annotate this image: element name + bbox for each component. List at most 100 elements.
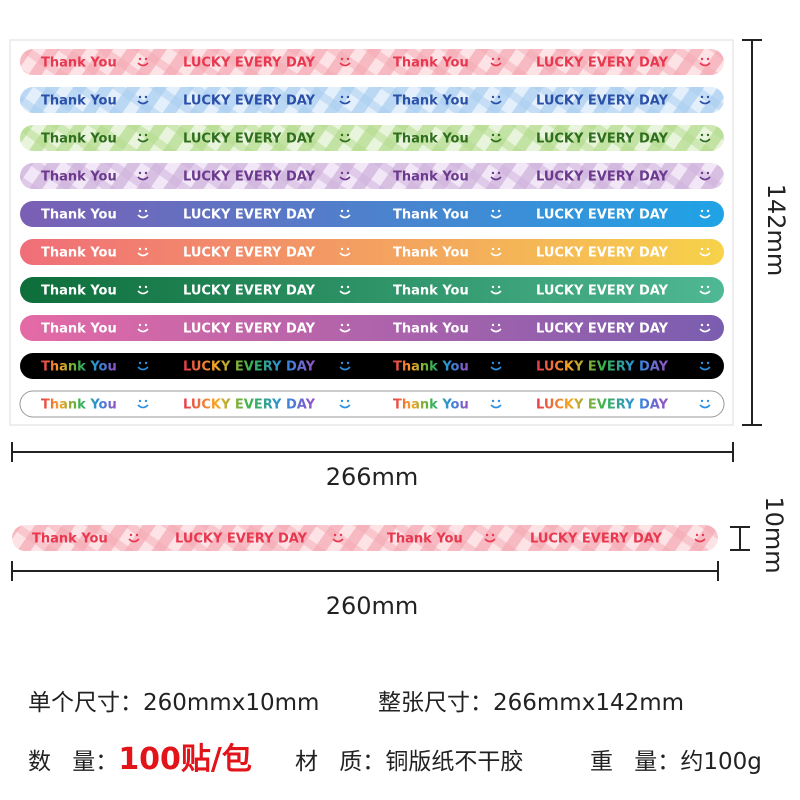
spec-label: 材 质： <box>295 749 386 775</box>
smiley-eye <box>491 95 495 99</box>
strip-height: 10mm <box>760 496 788 573</box>
smiley-eye <box>706 209 710 213</box>
smiley-eye <box>346 209 350 213</box>
strip-text: Thank You <box>41 208 117 223</box>
strip-text: Thank You <box>41 132 117 147</box>
smiley-eye <box>346 171 350 175</box>
strip-body <box>19 390 725 418</box>
sticker-strip: Thank You LUCKY EVERY DAY Thank You LUCKY E… <box>20 201 724 227</box>
smiley-eye <box>700 171 704 175</box>
smiley-mouth <box>137 366 149 371</box>
smiley-eye <box>144 57 148 61</box>
smiley-mouth <box>490 404 502 409</box>
smiley-mouth <box>699 366 711 371</box>
smiley-mouth <box>339 404 351 409</box>
strip-text: Thank You <box>41 246 117 261</box>
smiley-mouth <box>484 538 496 543</box>
smiley-eye <box>700 133 704 137</box>
strip-text: Thank You <box>393 322 469 337</box>
strip-text: LUCKY EVERY DAY <box>183 56 316 71</box>
smiley-mouth <box>490 366 502 371</box>
strip-text: LUCKY EVERY DAY <box>530 532 663 547</box>
smiley-eye <box>706 399 710 403</box>
smiley-eye <box>129 533 133 537</box>
smiley-mouth <box>137 328 149 333</box>
sticker-strip: Thank You LUCKY EVERY DAY Thank You LUCKY E… <box>20 163 724 189</box>
smiley-eye <box>706 95 710 99</box>
smiley-eye <box>491 209 495 213</box>
sticker-strip: Thank You LUCKY EVERY DAY Thank You LUCKY E… <box>19 390 725 418</box>
spec-label: 数 量： <box>28 749 119 775</box>
smiley-eye <box>340 133 344 137</box>
spec-label: 单个尺寸： <box>28 690 143 716</box>
smiley-eye <box>706 247 710 251</box>
strip-body <box>12 525 718 551</box>
strip-text: LUCKY EVERY DAY <box>536 360 669 375</box>
sticker-strip: Thank You LUCKY EVERY DAY Thank You LUCKY E… <box>20 277 724 303</box>
smiley-mouth <box>339 252 351 257</box>
smiley-mouth <box>699 62 711 67</box>
strip-text: Thank You <box>41 284 117 299</box>
smiley-eye <box>340 171 344 175</box>
strip-text: LUCKY EVERY DAY <box>536 208 669 223</box>
smiley-mouth <box>137 176 149 181</box>
strip-text: Thank You <box>41 398 117 413</box>
strip-text: LUCKY EVERY DAY <box>183 170 316 185</box>
smiley-eye <box>346 247 350 251</box>
smiley-eye <box>346 95 350 99</box>
strip-text: LUCKY EVERY DAY <box>536 170 669 185</box>
smiley-mouth <box>339 290 351 295</box>
smiley-eye <box>340 323 344 327</box>
strip-text: LUCKY EVERY DAY <box>536 94 669 109</box>
spec-item: 数 量：100贴/包 <box>28 745 252 777</box>
strip-text: Thank You <box>393 208 469 223</box>
strip-text: LUCKY EVERY DAY <box>183 322 316 337</box>
smiley-eye <box>346 323 350 327</box>
smiley-eye <box>138 209 142 213</box>
strip-text: Thank You <box>32 532 108 547</box>
strip-text: Thank You <box>393 398 469 413</box>
strip-text: LUCKY EVERY DAY <box>183 284 316 299</box>
smiley-eye <box>700 57 704 61</box>
smiley-mouth <box>332 538 344 543</box>
smiley-eye <box>497 399 501 403</box>
spec-item: 材 质：铜版纸不干胶 <box>295 747 523 777</box>
strip-text: LUCKY EVERY DAY <box>183 246 316 261</box>
strip-text: Thank You <box>393 94 469 109</box>
smiley-eye <box>497 171 501 175</box>
spec-value: 铜版纸不干胶 <box>385 749 524 775</box>
strip-text: Thank You <box>393 170 469 185</box>
smiley-eye <box>144 133 148 137</box>
smiley-eye <box>346 133 350 137</box>
smiley-eye <box>485 533 489 537</box>
spec-value: 266mmx142mm <box>493 690 685 716</box>
smiley-mouth <box>490 176 502 181</box>
strip-text: Thank You <box>393 284 469 299</box>
strip-text: Thank You <box>41 56 117 71</box>
spec-item: 单个尺寸：260mmx10mm <box>28 688 319 718</box>
strip-text: Thank You <box>393 246 469 261</box>
smiley-eye <box>138 133 142 137</box>
smiley-mouth <box>137 290 149 295</box>
smiley-eye <box>497 285 501 289</box>
smiley-mouth <box>339 328 351 333</box>
smiley-eye <box>491 399 495 403</box>
strip-text: Thank You <box>41 170 117 185</box>
strip-text: LUCKY EVERY DAY <box>536 132 669 147</box>
smiley-eye <box>491 361 495 365</box>
strip-text: Thank You <box>393 56 469 71</box>
smiley-eye <box>138 323 142 327</box>
smiley-mouth <box>699 214 711 219</box>
smiley-mouth <box>339 176 351 181</box>
smiley-mouth <box>490 252 502 257</box>
smiley-mouth <box>339 214 351 219</box>
smiley-mouth <box>699 290 711 295</box>
smiley-eye <box>144 323 148 327</box>
smiley-mouth <box>137 252 149 257</box>
sticker-strip: Thank You LUCKY EVERY DAY Thank You LUCKY E… <box>20 239 724 265</box>
smiley-eye <box>339 533 343 537</box>
strip-text: LUCKY EVERY DAY <box>536 246 669 261</box>
smiley-mouth <box>137 404 149 409</box>
